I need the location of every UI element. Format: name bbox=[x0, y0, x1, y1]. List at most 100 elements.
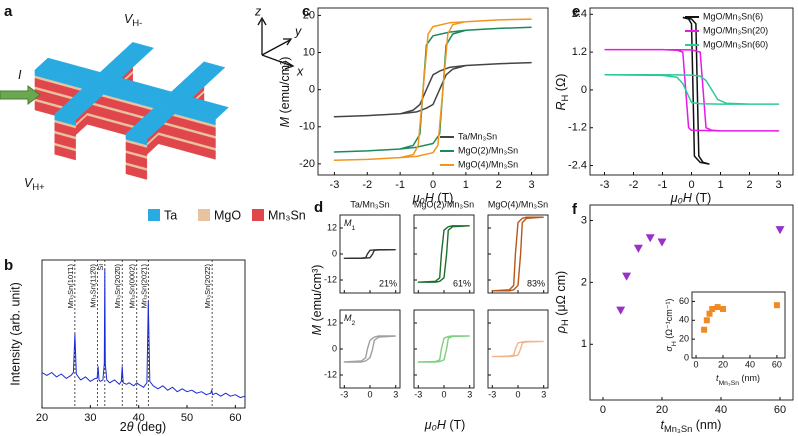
label-part: ρ bbox=[554, 326, 568, 334]
legend-label: MgO/Mn₃Sn(6) bbox=[703, 11, 763, 21]
x-axis-label: μ₀H (T) bbox=[424, 418, 466, 432]
plot-frame bbox=[487, 309, 549, 389]
x-tick-label: 3 bbox=[467, 389, 472, 399]
plot-frame bbox=[41, 259, 246, 409]
label-part: (T) bbox=[692, 191, 711, 205]
panel-label: b bbox=[4, 257, 13, 274]
label-part: Mn₃Sn bbox=[664, 424, 692, 434]
y-tick-label: 0 bbox=[581, 84, 587, 96]
x-tick-label: -3 bbox=[600, 179, 610, 191]
panel-label: e bbox=[572, 3, 580, 20]
data-point bbox=[703, 317, 710, 324]
y-tick-label: -12 bbox=[324, 274, 337, 284]
data-point bbox=[706, 310, 713, 317]
y-tick-label: 12 bbox=[327, 222, 337, 232]
y-tick-label: 10 bbox=[303, 46, 315, 58]
layer-face bbox=[34, 57, 229, 120]
x-tick-label: 50 bbox=[181, 412, 193, 424]
data-point bbox=[775, 226, 785, 235]
legend-label: Mn₃Sn bbox=[268, 208, 306, 222]
x-axis-label: 2θ (deg) bbox=[120, 420, 166, 434]
label-part: H bbox=[560, 95, 570, 102]
label-part: H bbox=[671, 341, 678, 346]
ratio-label: 83% bbox=[527, 278, 545, 288]
label-part: I bbox=[18, 68, 22, 82]
legend-label: MgO bbox=[214, 208, 241, 222]
label-part: M bbox=[310, 324, 324, 335]
reference-label: Mn₃Sn(202̄1) bbox=[139, 263, 148, 308]
y-tick-label: 2.4 bbox=[572, 8, 587, 20]
x-tick-label: 60 bbox=[772, 359, 782, 369]
y-tick-label: 40 bbox=[679, 315, 689, 325]
y-axis-label: M (emu/cm³) bbox=[278, 57, 292, 128]
data-line bbox=[333, 26, 532, 153]
y-tick-label: 0 bbox=[309, 84, 315, 96]
x-tick-label: 3 bbox=[775, 179, 781, 191]
label-part: μ₀H bbox=[424, 418, 447, 432]
y-tick-label: -2.4 bbox=[568, 159, 587, 171]
x-tick-label: 0 bbox=[367, 389, 372, 399]
current-label: I bbox=[18, 68, 22, 82]
column-title: Ta/Mn₃Sn bbox=[350, 199, 389, 209]
label-part: 1 bbox=[352, 225, 356, 232]
label-part: (T) bbox=[434, 191, 453, 205]
label-part: t bbox=[661, 418, 665, 432]
y-axis-label: Intensity (arb. unit) bbox=[8, 282, 22, 386]
triad-arrow bbox=[283, 38, 293, 46]
data-line bbox=[41, 268, 246, 399]
label-part: (Ω⁻¹cm⁻¹) bbox=[664, 298, 674, 341]
x-tick-label: -2 bbox=[629, 179, 639, 191]
data-line bbox=[417, 335, 470, 363]
x-tick-label: 1 bbox=[717, 179, 723, 191]
x-tick-label: 0 bbox=[430, 179, 436, 191]
legend-label: MgO/Mn₃Sn(20) bbox=[703, 25, 768, 35]
x-tick-label: 3 bbox=[393, 389, 398, 399]
x-tick-label: 1 bbox=[463, 179, 469, 191]
data-point bbox=[657, 238, 667, 247]
reference-label: Mn₃Sn(202̄0) bbox=[113, 263, 122, 308]
y-tick-label: 20 bbox=[303, 9, 315, 21]
triad-x bbox=[261, 54, 293, 67]
x-axis-label: μ₀H (T) bbox=[670, 191, 712, 205]
plot-frame bbox=[413, 309, 475, 389]
y-tick-label: 12 bbox=[327, 317, 337, 327]
legend-label: Ta/Mn₃Sn bbox=[458, 131, 497, 141]
label-part: t bbox=[716, 373, 719, 383]
reference-label: Si bbox=[96, 264, 105, 271]
label-part: μ₀H bbox=[670, 191, 693, 205]
x-tick-label: 40 bbox=[133, 412, 145, 424]
ratio-label: 21% bbox=[379, 278, 397, 288]
data-line bbox=[491, 340, 544, 358]
x-tick-label: 2 bbox=[746, 179, 752, 191]
label-part: H+ bbox=[32, 182, 44, 192]
x-tick-label: -1 bbox=[395, 179, 405, 191]
data-point bbox=[773, 302, 780, 309]
current-arrow bbox=[0, 85, 41, 105]
triad-arrow bbox=[257, 16, 267, 26]
x-tick-label: 0 bbox=[694, 359, 699, 369]
label-part: θ bbox=[127, 420, 134, 434]
label-part: μ₀H bbox=[412, 191, 435, 205]
legend-label: Ta bbox=[164, 208, 177, 222]
data-line bbox=[491, 216, 544, 292]
layer-face bbox=[171, 61, 226, 98]
label-part: H bbox=[560, 319, 570, 326]
label-part: H- bbox=[132, 18, 142, 28]
layer-face bbox=[54, 84, 109, 121]
x-tick-label: 0 bbox=[515, 389, 520, 399]
label-part: σ bbox=[664, 346, 674, 352]
label-part: M bbox=[344, 218, 352, 228]
y-tick-label: 1.2 bbox=[572, 46, 587, 58]
label-part: (nm) bbox=[739, 373, 760, 383]
x-axis-label: tMn₃Sn (nm) bbox=[661, 418, 722, 434]
y-tick-label: 1 bbox=[581, 338, 587, 350]
ratio-label: 61% bbox=[453, 278, 471, 288]
x-tick-label: 20 bbox=[656, 404, 668, 416]
data-point bbox=[709, 305, 716, 312]
label-part: (T) bbox=[446, 418, 465, 432]
y-tick-label: -12 bbox=[324, 369, 337, 379]
label-part: (Ω) bbox=[554, 74, 568, 95]
inset-x-axis-label: tMn₃Sn (nm) bbox=[716, 373, 760, 386]
triad-arrow bbox=[284, 60, 295, 70]
